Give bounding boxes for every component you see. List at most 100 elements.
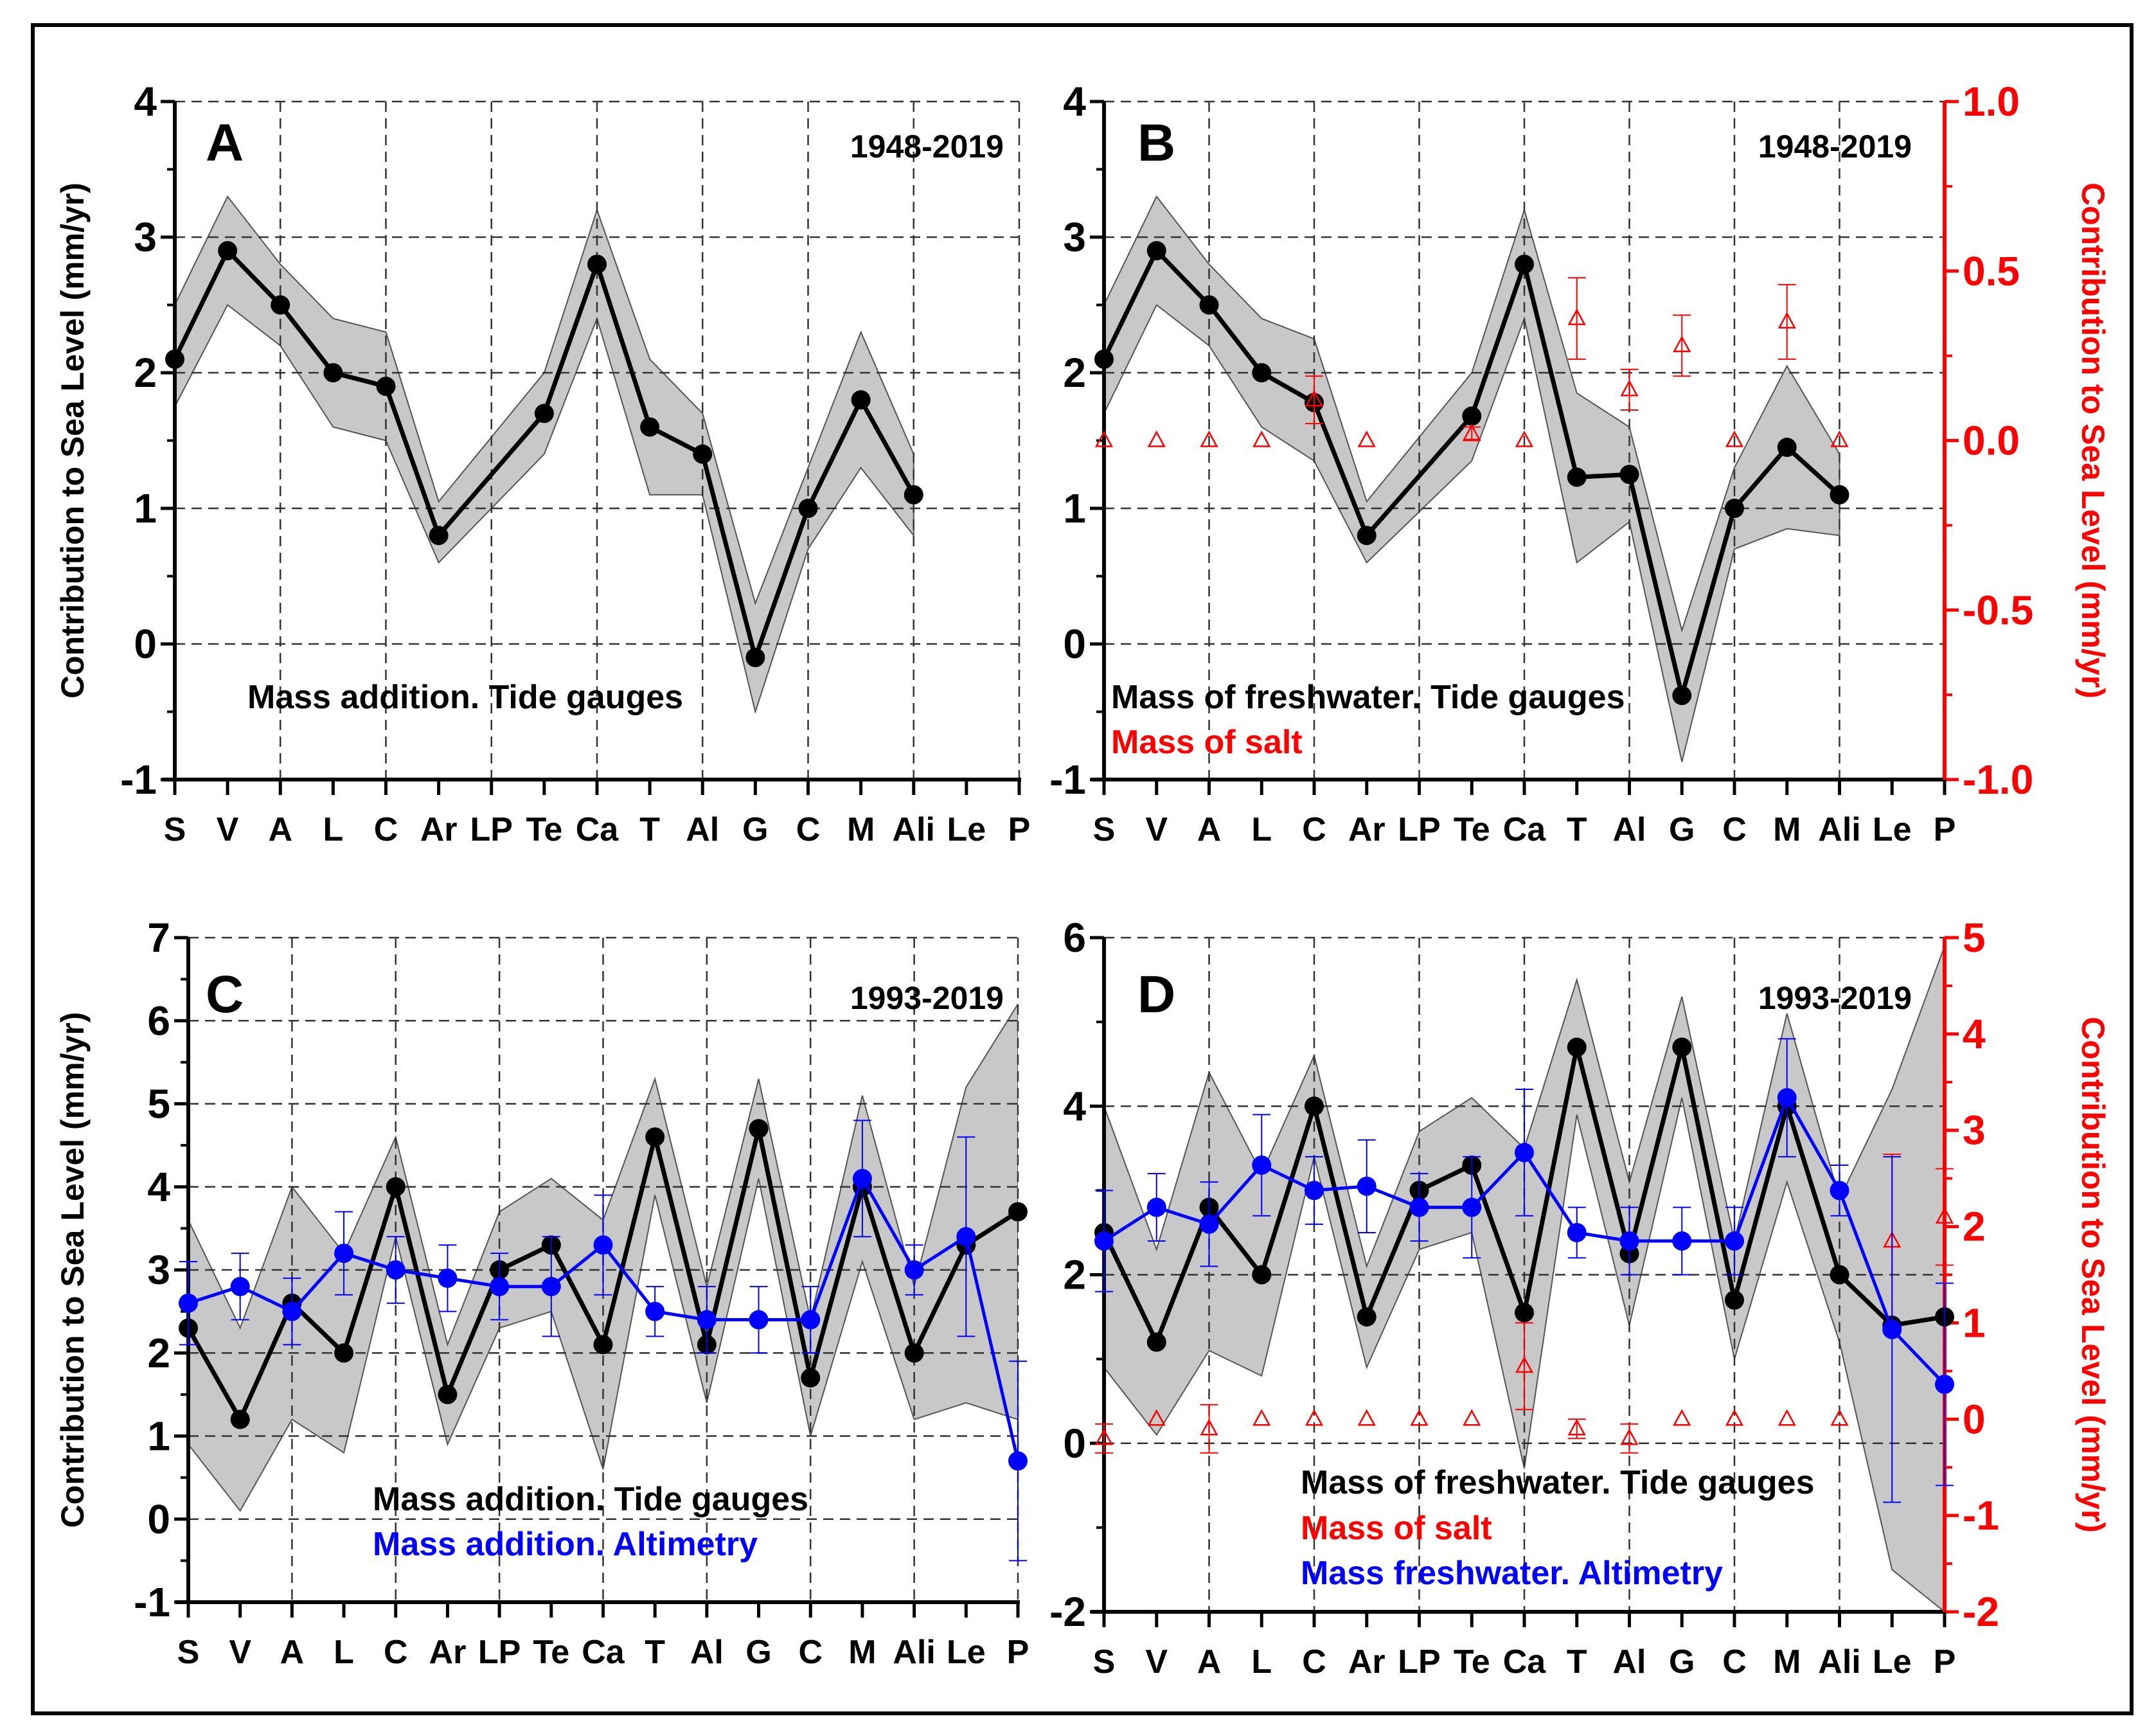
data-point (1725, 1290, 1744, 1310)
salt-triangle-marker (1305, 1409, 1324, 1426)
x-tick-label: V (217, 811, 239, 848)
x-tick-label: C (384, 1634, 408, 1671)
x-tick-label: M (1773, 1643, 1801, 1681)
data-point (1777, 438, 1797, 458)
data-point (851, 390, 871, 410)
data-point (541, 1276, 561, 1296)
data-point (587, 254, 607, 274)
x-tick-label: P (1934, 811, 1956, 848)
series-line (172, 247, 916, 666)
data-point (1672, 1037, 1692, 1057)
salt-triangle-marker (1935, 1206, 1954, 1224)
data-point (1830, 1265, 1849, 1285)
data-point (1567, 1222, 1587, 1242)
salt-triangle-marker (1725, 430, 1744, 447)
salt-triangle-marker (1200, 430, 1218, 447)
x-tick-label: LP (470, 811, 513, 848)
data-point (230, 1409, 250, 1429)
salt-triangle-marker (1357, 1409, 1376, 1426)
figure-border (31, 23, 2134, 1715)
x-tick-label: T (639, 811, 660, 848)
data-point (1725, 1231, 1744, 1251)
y-tick-label: -2 (1049, 1589, 1086, 1635)
salt-triangle-marker (1777, 1409, 1796, 1426)
data-point (1830, 1181, 1849, 1201)
salt-triangle-marker (1567, 308, 1586, 325)
y-right-tick-label: 0.5 (1963, 248, 2020, 294)
y-tick-label: 2 (1063, 350, 1086, 396)
salt-triangle-marker (1673, 335, 1691, 353)
salt-triangle-marker (1830, 430, 1849, 447)
data-point (230, 1276, 250, 1296)
x-tick-label: Ali (893, 811, 935, 848)
y-tick-label: 2 (1063, 1252, 1086, 1298)
panel-B: -1 0 1 2 3 4 -1.0 -0.5 0.0 0.5 1.0 Contribution to … (1049, 78, 2111, 848)
data-point (1199, 1214, 1219, 1234)
x-tick-label: C (1302, 811, 1326, 848)
data-point (640, 417, 660, 437)
x-tick-label: G (745, 1634, 771, 1671)
data-point (852, 1168, 872, 1188)
x-tick-label: P (1008, 811, 1031, 848)
data-point (1830, 485, 1849, 504)
x-tick-label: Te (526, 811, 562, 848)
x-tick-label: Ca (1503, 811, 1547, 848)
salt-triangle-marker (1147, 1409, 1166, 1426)
data-point (749, 1119, 769, 1139)
x-tick-label: V (229, 1634, 251, 1671)
panel-letter: D (1137, 965, 1175, 1024)
y-tick-label: 0 (134, 621, 157, 667)
x-tick-label: Ca (582, 1634, 625, 1671)
x-tick-label: Ar (1348, 1643, 1385, 1681)
uncertainty-band (1104, 195, 1840, 762)
data-point (1672, 686, 1692, 706)
salt-triangle-marker (1515, 430, 1534, 447)
data-point (1305, 1181, 1324, 1201)
data-point (1515, 254, 1534, 274)
x-tick-label: M (847, 811, 875, 848)
period-label: 1948-2019 (1758, 129, 1912, 165)
salt-triangle-marker (1463, 1409, 1481, 1426)
y-tick-label: 4 (1063, 1083, 1086, 1129)
data-point (386, 1260, 405, 1280)
x-tick-label: M (848, 1634, 876, 1671)
data-point (1567, 467, 1587, 487)
y-tick-label: 3 (147, 1247, 170, 1293)
x-tick-label: V (1145, 811, 1168, 848)
y-tick-label: 3 (1063, 214, 1086, 260)
data-point (1357, 1307, 1376, 1327)
data-point (1252, 1265, 1272, 1285)
data-point (323, 363, 343, 382)
salt-triangle-marker (1620, 379, 1639, 397)
salt-triangle-marker (1515, 1356, 1534, 1373)
data-point (1619, 1231, 1639, 1251)
salt-triangle-marker (1410, 1409, 1429, 1426)
x-tick-label: Le (1873, 1643, 1912, 1681)
salt-triangle-marker (1094, 1428, 1114, 1445)
y-right-tick-label: 4 (1963, 1011, 1986, 1057)
data-point (749, 1310, 769, 1330)
data-point (1146, 1197, 1166, 1217)
data-point (801, 1368, 821, 1388)
salt-triangle-marker (1094, 430, 1114, 447)
y-tick-label: 1 (147, 1413, 170, 1460)
period-label: 1993-2019 (1758, 980, 1912, 1016)
y-axis-right-title: Contribution to Sea Level (mm/yr) (2075, 1017, 2111, 1533)
data-point (693, 444, 713, 464)
data-point (282, 1301, 302, 1321)
data-point (1094, 349, 1114, 369)
y-tick-label: 6 (1063, 915, 1086, 961)
x-tick-label: C (1302, 1643, 1326, 1681)
salt-triangle-marker (1830, 1409, 1849, 1426)
data-point (334, 1343, 354, 1363)
x-tick-label: A (1197, 1643, 1222, 1681)
series-line (1101, 247, 1841, 705)
x-tick-label: G (1669, 811, 1695, 848)
y-right-tick-label: 0.0 (1963, 418, 2020, 464)
data-point (376, 377, 396, 397)
x-tick-label: S (1093, 1643, 1116, 1681)
y-tick-label: 0 (147, 1496, 170, 1542)
y-axis-right-title: Contribution to Sea Level (mm/yr) (2075, 183, 2111, 699)
x-tick-label: V (1145, 1643, 1168, 1681)
salt-triangle-marker (1357, 430, 1376, 447)
